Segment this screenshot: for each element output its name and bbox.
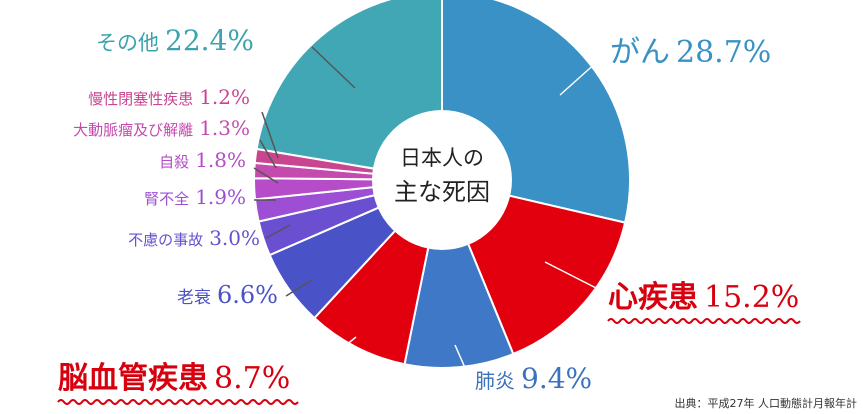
leader-line-9 (259, 139, 277, 169)
pie-slice-3 (403, 176, 515, 369)
slice-label-3: 肺炎 9.4% (475, 362, 592, 395)
leader-line-1 (559, 51, 609, 96)
leader-lines (253, 46, 609, 371)
slice-label-name: 不慮の事故 (128, 231, 203, 249)
center-title-line1: 日本人の (400, 146, 484, 170)
center-title-line2: 主な死因 (394, 178, 490, 206)
slice-label-5: 老衰 6.6% (177, 281, 278, 309)
leader-line-2 (544, 261, 601, 291)
slice-label-7: 腎不全 1.9% (144, 185, 246, 209)
slice-label-value: 1.2% (199, 85, 250, 109)
source-note: 出典：平成27年 人口動態計月報年計 (674, 397, 858, 410)
leader-line-5 (285, 279, 313, 297)
leader-line-3 (454, 344, 467, 371)
leader-line-4 (339, 336, 357, 351)
slice-label-2: 心疾患 15.2% (608, 280, 799, 315)
slice-label-value: 15.2% (704, 280, 799, 315)
slice-label-value: 1.8% (195, 148, 246, 172)
slice-labels: がん 28.7% 心疾患 15.2% 肺炎 9.4% 脳血管疾患 8.7% 老衰 6.6% 不慮の事… (57, 24, 801, 405)
slice-label-value: 28.7% (676, 35, 771, 70)
slice-label-name: その他 (96, 31, 159, 55)
leader-line-11 (311, 46, 356, 89)
slice-label-name: 脳血管疾患 (58, 361, 208, 396)
slice-label-value: 6.6% (217, 281, 278, 309)
slice-label-name: 肺炎 (475, 369, 515, 393)
slice-label-name: 心疾患 (608, 280, 698, 315)
slice-label-value: 1.9% (195, 185, 246, 209)
wavy-underline (57, 399, 299, 405)
slice-label-8: 自殺 1.8% (159, 148, 246, 172)
slice-label-value: 8.7% (214, 361, 290, 396)
leader-line-8 (253, 167, 279, 184)
leader-line-10 (261, 111, 279, 159)
slice-label-name: 老衰 (177, 288, 211, 308)
center-hole (372, 110, 512, 250)
slice-label-name: がん (610, 35, 670, 70)
slice-label-value: 9.4% (521, 362, 592, 395)
slice-label-11: その他 22.4% (96, 24, 254, 57)
slice-label-4: 脳血管疾患 8.7% (58, 361, 290, 396)
slice-label-1: がん 28.7% (610, 35, 771, 70)
leader-line-6 (265, 224, 291, 239)
slice-label-6: 不慮の事故 3.0% (128, 226, 260, 250)
slice-label-value: 1.3% (199, 116, 250, 140)
slice-label-name: 自殺 (159, 153, 189, 171)
slice-label-value: 22.4% (165, 24, 254, 57)
slice-label-10: 慢性閉塞性疾患 1.2% (88, 85, 250, 109)
wavy-underline (607, 318, 801, 324)
slice-label-name: 腎不全 (144, 190, 189, 208)
slice-label-name: 慢性閉塞性疾患 (88, 90, 193, 108)
slice-label-9: 大動脈瘤及び解離 1.3% (73, 116, 250, 140)
slice-label-name: 大動脈瘤及び解離 (73, 121, 193, 139)
slice-label-value: 3.0% (209, 226, 260, 250)
